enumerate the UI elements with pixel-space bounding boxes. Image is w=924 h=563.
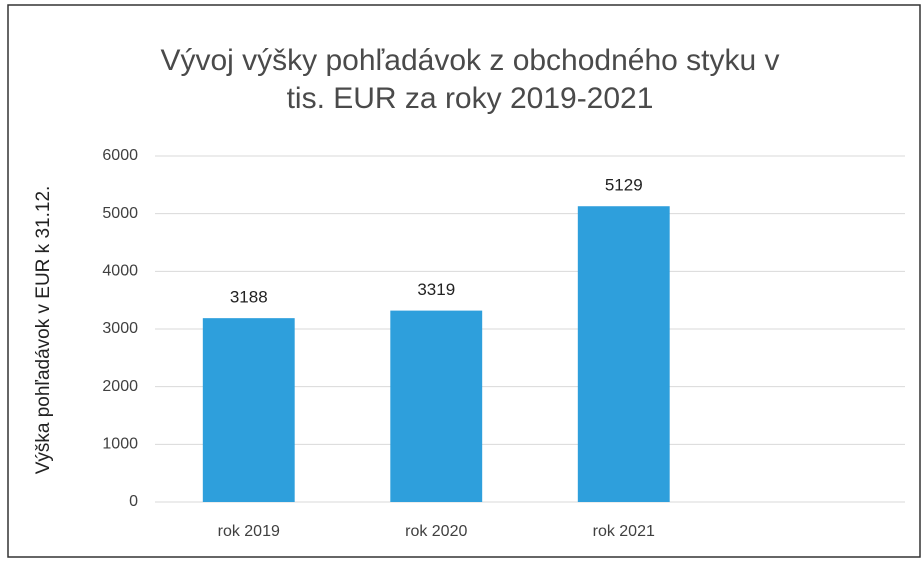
data-label: 5129 — [605, 176, 643, 195]
x-tick-label: rok 2020 — [405, 523, 467, 540]
chart-title: Vývoj výšky pohľadávok z obchodného styk… — [160, 44, 779, 77]
y-tick-label: 6000 — [102, 147, 138, 164]
data-label: 3188 — [230, 288, 268, 307]
chart-frame — [7, 4, 921, 558]
bar — [390, 310, 483, 502]
y-tick-label: 5000 — [102, 205, 138, 222]
bar — [202, 318, 295, 502]
y-tick-label: 4000 — [102, 263, 138, 280]
y-axis-title: Výška pohľadávok v EUR k 31.12. — [33, 186, 54, 475]
y-tick-label: 0 — [129, 493, 138, 510]
y-tick-label: 2000 — [102, 378, 138, 395]
x-tick-label: rok 2021 — [593, 523, 655, 540]
x-tick-label: rok 2019 — [218, 523, 280, 540]
data-label: 3319 — [417, 280, 455, 299]
y-tick-label: 3000 — [102, 320, 138, 337]
bar — [577, 206, 670, 502]
chart-title: tis. EUR za roky 2019-2021 — [287, 82, 654, 115]
y-tick-label: 1000 — [102, 436, 138, 453]
